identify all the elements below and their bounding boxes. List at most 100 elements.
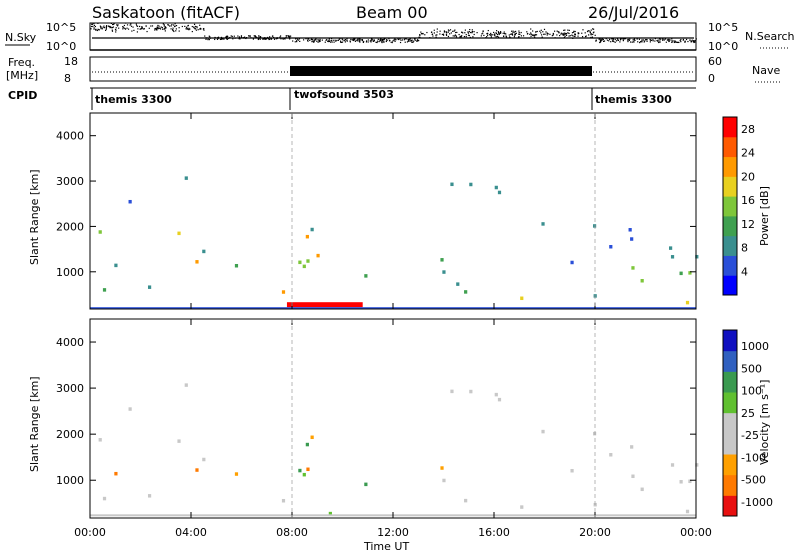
velocity-cell (202, 457, 206, 462)
velocity-cell (520, 505, 524, 509)
power-cell (234, 263, 239, 268)
colorbar-swatch (723, 156, 737, 177)
freq-tick-bottom: 8 (64, 72, 71, 85)
velocity-cell (298, 468, 302, 473)
x-tick-label: 20:00 (579, 526, 611, 539)
nave-block (290, 66, 592, 76)
velocity-cell (494, 392, 498, 397)
velocity-cell (440, 466, 444, 470)
cpid-panel: CPID themis 3300 twofsound 3503 themis 3… (8, 87, 696, 110)
nave-tick-bottom: 0 (708, 72, 715, 85)
power-colorbar-tick: 28 (741, 123, 755, 136)
velocity-cell (688, 479, 692, 484)
power-axes: 1000 2000 3000 4000 (56, 113, 697, 309)
velocity-cell (679, 480, 683, 484)
power-cell (364, 274, 368, 278)
velocity-cell (310, 435, 314, 440)
noise-left-tick-bottom: 10^0 (46, 40, 76, 53)
velocity-panel: 1000 2000 3000 4000 Slant Range [km] 1000 50… (28, 318, 773, 519)
power-colorbar-label: Power [dB] (758, 186, 771, 246)
power-cell (685, 300, 690, 305)
velocity-colorbar-tick: 500 (741, 362, 762, 375)
power-cell (494, 185, 498, 190)
velocity-cell (305, 442, 309, 447)
freq-panel: Freq. [MHz] 18 8 60 0 Nave (6, 55, 780, 85)
velocity-axes: 1000 2000 3000 4000 (56, 319, 697, 518)
power-colorbar-tick: 24 (741, 147, 755, 160)
colorbar-swatch (723, 474, 737, 496)
power-cell (114, 263, 118, 268)
power-cell (520, 296, 524, 301)
velocity-colorbar-label: Velocity [m s⁻¹] (758, 380, 771, 465)
freq-label-bottom: [MHz] (6, 69, 38, 82)
freq-label-top: Freq. (8, 56, 35, 69)
x-tick-label: 04:00 (175, 526, 207, 539)
velocity-cell (177, 439, 181, 443)
power-cell (442, 270, 446, 274)
power-cell (128, 199, 132, 204)
colorbar-swatch (723, 392, 737, 414)
velocity-ylabel: Slant Range [km] (28, 376, 41, 472)
station-title: Saskatoon (fitACF) (92, 3, 240, 22)
y-tick-label: 2000 (56, 220, 84, 233)
colorbar-swatch (723, 350, 737, 372)
power-cell (630, 237, 634, 241)
velocity-cell (450, 389, 454, 394)
y-tick-label: 1000 (56, 474, 84, 487)
power-cell (195, 260, 199, 264)
power-cell (305, 234, 309, 239)
x-tick-label: 08:00 (276, 526, 308, 539)
cpid-label: CPID (8, 89, 37, 102)
x-tick-label: 00:00 (74, 526, 106, 539)
power-cell (147, 285, 152, 289)
colorbar-swatch (723, 235, 737, 256)
power-cell (298, 260, 302, 265)
noise-panel: N.Sky 10^5 10^0 10^5 10^0 N.Search (5, 21, 795, 53)
power-colorbar: 4 8 12 16 20 24 28 (722, 116, 755, 296)
nave-label: Nave (752, 64, 780, 77)
y-tick-label: 3000 (56, 175, 84, 188)
noise-sky-dots (90, 22, 697, 44)
colorbar-swatch (723, 371, 737, 393)
power-colorbar-tick: 16 (741, 194, 755, 207)
velocity-cell (685, 509, 690, 514)
power-cell (670, 255, 675, 259)
y-tick-label: 4000 (56, 336, 84, 349)
x-tick-label: 16:00 (478, 526, 510, 539)
velocity-colorbar-tick: 100 (741, 385, 762, 398)
y-tick-label: 3000 (56, 382, 84, 395)
colorbar-swatch (723, 330, 737, 352)
velocity-colorbar-tick: -100 (741, 451, 766, 464)
noise-right-tick-top: 10^5 (708, 21, 738, 34)
colorbar-swatch (723, 176, 737, 197)
power-cell (541, 222, 545, 226)
power-cell (440, 258, 444, 262)
velocity-colorbar-tick: -25 (741, 429, 759, 442)
power-cell (679, 271, 683, 276)
freq-tick-top: 18 (64, 55, 78, 68)
power-cell (609, 244, 613, 249)
power-colorbar-tick: 4 (741, 265, 748, 278)
velocity-cell (630, 445, 634, 449)
x-tick-labels: 00:00 04:00 08:00 12:00 16:00 20:00 00:00 (74, 526, 712, 539)
velocity-cell (302, 472, 306, 477)
velocity-cell (114, 471, 118, 476)
velocity-cell (328, 511, 332, 516)
colorbar-swatch (723, 255, 737, 276)
velocity-cell (102, 496, 107, 501)
y-tick-label: 1000 (56, 266, 84, 279)
beam-title: Beam 00 (356, 3, 428, 22)
velocity-cell (442, 478, 446, 483)
y-tick-label: 4000 (56, 130, 84, 143)
velocity-colorbar-tick: 25 (741, 407, 755, 420)
velocity-colorbar-tick: -1000 (741, 496, 773, 509)
power-cell (640, 279, 644, 283)
velocity-cell (184, 383, 188, 387)
velocity-cell (640, 487, 644, 492)
cpid-segment-2: twofsound 3503 (294, 88, 394, 101)
power-cell (669, 246, 673, 250)
power-colorbar-tick: 8 (741, 242, 748, 255)
velocity-cell (631, 474, 635, 479)
power-cell (631, 266, 635, 270)
